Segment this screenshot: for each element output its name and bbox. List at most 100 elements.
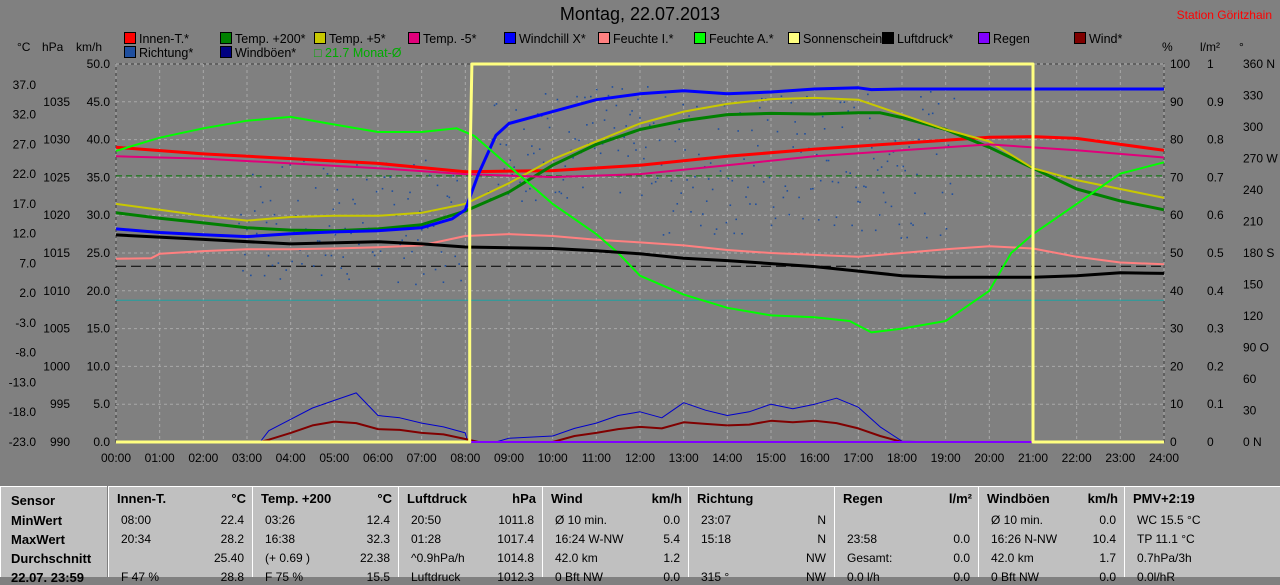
direction-point [927,113,930,116]
direction-point [843,101,846,103]
direction-point [908,146,910,148]
station-name: Station Göritzhain [1176,8,1272,22]
legend-label: Temp. +200* [235,32,306,46]
legend-swatch [788,32,800,44]
percent-tick-label: 20 [1170,359,1184,373]
stats-column: Luftdruck hPa 20:50 1011.8 01:28 1017.4 ^0.9hP… [398,486,542,584]
direction-point [747,186,749,189]
direction-point [426,227,429,229]
direction-point [350,232,352,235]
series-line [115,143,1165,179]
direction-point [904,169,907,172]
hpa-tick-label: 1005 [43,322,70,336]
direction-point [436,184,439,187]
direction-point [735,218,738,221]
direction-point [872,157,875,160]
direction-point [855,186,857,189]
x-tick-label: 16:00 [800,451,830,465]
cell-label: 08:00 [121,513,152,527]
direction-point [554,191,557,194]
direction-point [521,200,523,202]
direction-point [672,210,675,212]
direction-point [945,227,948,230]
celsius-tick-label: 2.0 [19,286,36,300]
direction-point [534,199,537,202]
cell-label: 0 Bft NW [555,570,604,584]
legend-item: Temp. -5* [408,32,477,46]
x-tick-label: 08:00 [450,451,480,465]
direction-point [269,199,272,202]
direction-point [503,168,506,170]
direction-point [931,112,934,115]
direction-tick-label: 90 O [1243,341,1269,355]
direction-point [713,233,716,235]
direction-point [536,113,539,115]
direction-point [375,190,378,193]
legend-item: Temp. +200* [220,32,306,46]
column-unit: l/m² [948,491,972,506]
direction-point [562,178,565,181]
legend-swatch [124,46,136,58]
celsius-tick-label: 27.0 [13,137,37,151]
direction-point [271,264,274,267]
direction-point [886,160,889,163]
direction-point [896,165,899,167]
legend-item: Feuchte A.* [694,32,774,46]
direction-point [776,130,779,133]
direction-point [760,97,763,100]
direction-point [780,95,783,98]
direction-point [611,86,614,88]
hpa-tick-label: 1020 [43,208,70,222]
direction-point [493,104,496,107]
legend-label: Temp. -5* [423,32,477,46]
direction-point [833,224,836,227]
direction-point [648,124,651,127]
direction-point [869,117,871,120]
direction-point [849,172,851,174]
direction-point [696,105,698,108]
direction-point [338,202,341,204]
stats-column: Richtung 23:07 N 15:18 N NW 315 ° NW [688,486,834,584]
direction-point [603,119,606,121]
direction-point [737,130,739,132]
cell-value: 0.0 [953,570,970,584]
column-header: Wind km/h [551,491,682,506]
stats-column: PMV+2:19 WC 15.5 °C TP 11.1 °C 0.7hPa/3h 0.0… [1124,486,1280,584]
direction-point [548,126,551,129]
direction-point [285,269,288,271]
cell-value: 0.0 [663,513,680,527]
legend-swatch [314,32,326,44]
cell-label: Ø 10 min. [991,513,1044,527]
direction-point [253,210,256,212]
direction-point [399,243,401,246]
x-tick-label: 18:00 [887,451,917,465]
direction-point [564,165,567,167]
percent-tick-label: 70 [1170,170,1184,184]
direction-point [876,169,879,171]
cell-label: 16:24 W-NW [555,532,624,546]
direction-point [576,95,578,98]
direction-point [381,187,384,190]
direction-point [379,250,382,253]
direction-point [344,227,346,230]
hpa-tick-label: 1030 [43,133,70,147]
cell-value: 22.4 [220,513,244,527]
direction-point [637,98,639,101]
legend-label: Feuchte A.* [709,32,774,46]
stats-table: Sensor MinWert MaxWert Durchschnitt 22.0… [0,478,1280,585]
direction-point [652,122,655,124]
direction-point [819,179,822,182]
direction-point [786,190,789,192]
direction-point [413,163,415,166]
cell-label: ^0.9hPa/h [411,551,465,565]
direction-point [924,212,926,215]
x-tick-label: 01:00 [145,451,175,465]
kmh-tick-label: 5.0 [93,397,110,411]
direction-point [700,224,702,227]
direction-point [719,170,722,172]
direction-point [250,274,252,277]
direction-point [607,94,610,97]
direction-point [403,257,405,259]
direction-tick-label: 210 [1243,215,1263,229]
direction-tick-label: 300 [1243,120,1263,134]
